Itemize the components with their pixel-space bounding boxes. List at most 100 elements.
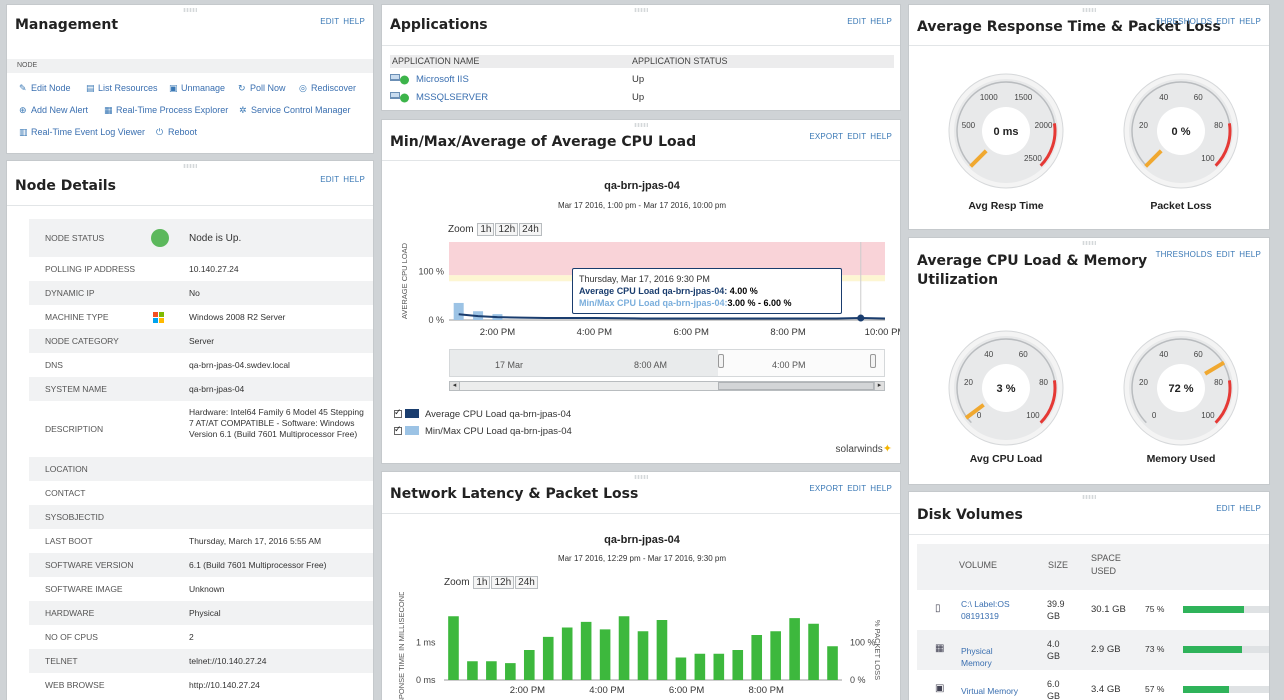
help-button[interactable]: HELP [870, 484, 892, 493]
export-button[interactable]: EXPORT [809, 484, 844, 493]
service-control-link[interactable]: ✲ Service Control Manager [239, 105, 351, 115]
help-button[interactable]: HELP [1239, 504, 1261, 513]
cpu-memory-panel: Average CPU Load & Memory Utilization THR… [908, 237, 1270, 485]
application-link[interactable]: Microsoft IIS [416, 74, 469, 85]
chart-subtitle: Mar 17 2016, 12:29 pm - Mar 17 2016, 9:3… [557, 554, 727, 563]
disk-icon: ▯ [935, 603, 941, 614]
drag-handle[interactable] [183, 164, 197, 168]
help-button[interactable]: HELP [870, 132, 892, 141]
reboot-icon: ⏻ [156, 127, 164, 137]
tooltip-series-value: 3.00 % - 6.00 % [727, 298, 792, 308]
checkbox[interactable] [394, 407, 402, 418]
navigator-handle-left[interactable] [718, 354, 724, 368]
zoom-24h-button[interactable]: 24h [519, 223, 542, 236]
panel-actions: EDIT HELP [1212, 504, 1261, 513]
zoom-12h-button[interactable]: 12h [495, 223, 519, 236]
table-row: Microsoft IIS Up [390, 71, 894, 89]
latency-bar [732, 650, 744, 680]
usage-bar-fill [1183, 606, 1244, 613]
table-row: ▯ C:\ Label:OS 08191319 39.9 GB 30.1 GB 75 % [917, 590, 1269, 630]
y-axis-label: AVERAGE CPU LOAD [400, 242, 409, 319]
volume-percent: 73 % [1145, 644, 1165, 654]
latency-bar [827, 646, 838, 680]
row-value: Thursday, March 17, 2016 5:55 AM [189, 535, 322, 546]
zoom-12h-button[interactable]: 12h [491, 576, 515, 589]
gauge-center [1157, 364, 1205, 412]
scrollbar-thumb[interactable] [718, 382, 874, 390]
reboot-link[interactable]: ⏻ Reboot [156, 127, 198, 137]
edit-button[interactable]: EDIT [1216, 504, 1236, 513]
drag-handle[interactable] [634, 475, 648, 479]
panel-title: Disk Volumes [917, 507, 1023, 523]
table-row: MACHINE TYPE Windows 2008 R2 Server [29, 305, 373, 329]
edit-button[interactable]: EDIT [1216, 250, 1236, 259]
table-row: TELNET telnet://10.140.27.24 [29, 649, 373, 673]
help-button[interactable]: HELP [1239, 250, 1261, 259]
legend-item[interactable]: Min/Max CPU Load qa-brn-jpas-04 [394, 424, 572, 437]
rediscover-link[interactable]: ◎ Rediscover [299, 83, 357, 93]
edit-button[interactable]: EDIT [847, 132, 867, 141]
zoom-label: Zoom [448, 224, 474, 235]
edit-button[interactable]: EDIT [320, 175, 340, 184]
chart-navigator[interactable]: 17 Mar 8:00 AM 4:00 PM [449, 349, 885, 377]
row-value-link[interactable]: http://10.140.27.24 [189, 679, 260, 690]
drag-handle[interactable] [634, 123, 648, 127]
row-value: Windows 2008 R2 Server [189, 311, 286, 322]
process-explorer-link[interactable]: ▦ Real-Time Process Explorer [104, 105, 229, 115]
solarwinds-flare-icon: ✦ [882, 443, 892, 455]
usage-bar [1183, 646, 1269, 653]
edit-button[interactable]: EDIT [320, 17, 340, 26]
drag-handle[interactable] [1082, 495, 1096, 499]
table-row: NO OF CPUS 2 [29, 625, 373, 649]
list-resources-link[interactable]: ▤ List Resources [86, 83, 158, 93]
row-value-link[interactable]: telnet://10.140.27.24 [189, 655, 267, 666]
x-tick-label: 2:00 PM [480, 327, 515, 338]
gauge-tick-label: 60 [1194, 350, 1203, 359]
legend-item[interactable]: Average CPU Load qa-brn-jpas-04 [394, 407, 571, 420]
event-log-viewer-link[interactable]: ▥ Real-Time Event Log Viewer [19, 127, 146, 137]
poll-now-link[interactable]: ↻ Poll Now [238, 83, 286, 93]
drag-handle[interactable] [183, 8, 197, 12]
row-value: 2 [189, 631, 194, 642]
unmanage-link[interactable]: ▣ Unmanage [169, 83, 226, 93]
edit-node-link[interactable]: ✎ Edit Node [19, 83, 71, 93]
edit-button[interactable]: EDIT [1216, 17, 1236, 26]
tooltip-series-label: Average CPU Load qa-brn-jpas-04: [579, 286, 728, 296]
table-row: SYSOBJECTID [29, 505, 373, 529]
volume-link[interactable]: Virtual Memory [961, 686, 1018, 696]
volume-link[interactable]: C:\ Label:OS 08191319 [961, 599, 1010, 621]
zoom-1h-button[interactable]: 1h [477, 223, 495, 236]
scroll-right-arrow-icon[interactable]: ▸ [874, 382, 884, 390]
zoom-24h-button[interactable]: 24h [515, 576, 538, 589]
gauge-tick-label: 20 [964, 378, 973, 387]
scroll-left-arrow-icon[interactable]: ◂ [450, 382, 460, 390]
drag-handle[interactable] [1082, 8, 1096, 12]
zoom-1h-button[interactable]: 1h [473, 576, 491, 589]
navigator-scrollbar[interactable]: ◂ ▸ [449, 381, 885, 391]
application-link[interactable]: MSSQLSERVER [416, 92, 489, 103]
help-button[interactable]: HELP [343, 17, 365, 26]
row-label: SYSOBJECTID [45, 512, 105, 522]
help-button[interactable]: HELP [1239, 17, 1261, 26]
latency-bar [618, 616, 630, 680]
row-value-link[interactable]: Node is Up. [189, 232, 242, 244]
drag-handle[interactable] [1082, 241, 1096, 245]
thresholds-button[interactable]: THRESHOLDS [1155, 250, 1213, 259]
drag-handle[interactable] [634, 8, 648, 12]
tooltip-series-label: Min/Max CPU Load qa-brn-jpas-04: [579, 298, 728, 308]
panel-title: Node Details [15, 178, 116, 194]
thresholds-button[interactable]: THRESHOLDS [1155, 17, 1213, 26]
export-button[interactable]: EXPORT [809, 132, 844, 141]
row-value-link[interactable]: 10.140.27.24 [189, 263, 239, 274]
cpu-load-chart-panel: Min/Max/Average of Average CPU Load EXPO… [381, 119, 901, 464]
edit-button[interactable]: EDIT [847, 484, 867, 493]
table-row: HARDWARE Physical [29, 601, 373, 625]
help-button[interactable]: HELP [343, 175, 365, 184]
help-button[interactable]: HELP [870, 17, 892, 26]
volume-link[interactable]: Physical Memory [961, 646, 993, 668]
edit-button[interactable]: EDIT [847, 17, 867, 26]
add-new-alert-link[interactable]: ⊕ Add New Alert [19, 105, 89, 115]
checkbox[interactable] [394, 424, 402, 435]
network-latency-chart[interactable]: 0 ms 1 ms 0 % 100 % RESPONSE TIME IN MILLISE… [382, 592, 901, 700]
navigator-handle-right[interactable] [870, 354, 876, 368]
